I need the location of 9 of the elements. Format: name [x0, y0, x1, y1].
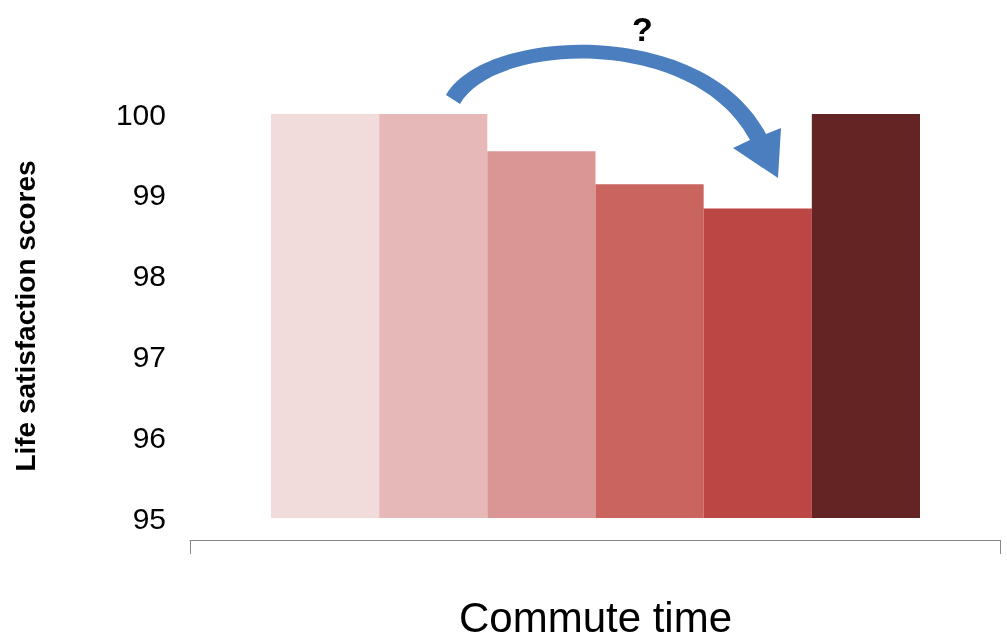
- y-axis-title: Life satisfaction scores: [9, 160, 41, 472]
- y-tick-label: 97: [132, 339, 166, 373]
- y-tick-label: 100: [115, 97, 166, 131]
- x-axis-title: Commute time: [458, 593, 733, 641]
- y-tick-label: 96: [132, 420, 166, 454]
- y-tick-label: 95: [132, 501, 166, 535]
- y-tick-label: 98: [132, 259, 166, 293]
- text: ?: [632, 10, 653, 49]
- y-tick-label: 99: [132, 178, 166, 212]
